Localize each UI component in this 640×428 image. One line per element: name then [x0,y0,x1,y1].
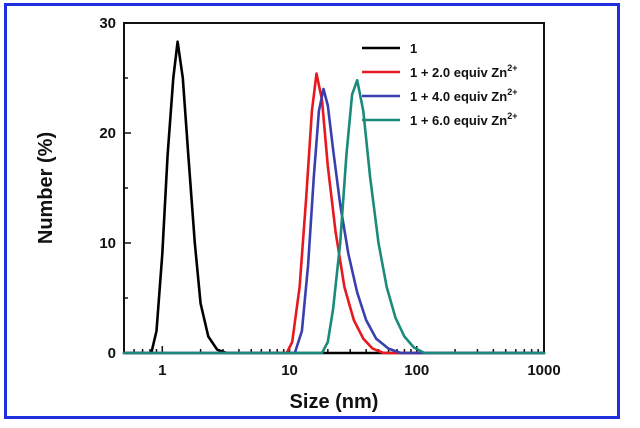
x-tick-label: 1 [158,362,166,379]
x-axis-label: Size (nm) [290,391,379,413]
x-tick-label: 10 [281,362,298,379]
y-axis-ticks: 0 10 20 30 [99,15,131,362]
y-axis-label: Number (%) [35,132,57,244]
series-line-3 [122,87,546,355]
y-tick-label: 0 [108,345,116,362]
legend: 1 1 + 2.0 equiv Zn2+ 1 + 4.0 equiv Zn2+ 1 +… [362,41,517,128]
data-lines [122,40,546,355]
y-tick-label: 20 [99,125,116,142]
series-line-1 [122,40,546,355]
x-tick-label: 100 [404,362,429,379]
y-tick-label: 30 [99,15,116,32]
y-tick-label: 10 [99,235,116,252]
series-line-4 [122,78,546,355]
legend-label-2: 1 + 2.0 equiv Zn2+ [410,63,517,80]
legend-label-3: 1 + 4.0 equiv Zn2+ [410,87,517,104]
legend-label-1: 1 [410,41,417,56]
legend-label-4: 1 + 6.0 equiv Zn2+ [410,111,517,128]
x-tick-label: 1000 [527,362,560,379]
series-line-2 [122,72,546,355]
